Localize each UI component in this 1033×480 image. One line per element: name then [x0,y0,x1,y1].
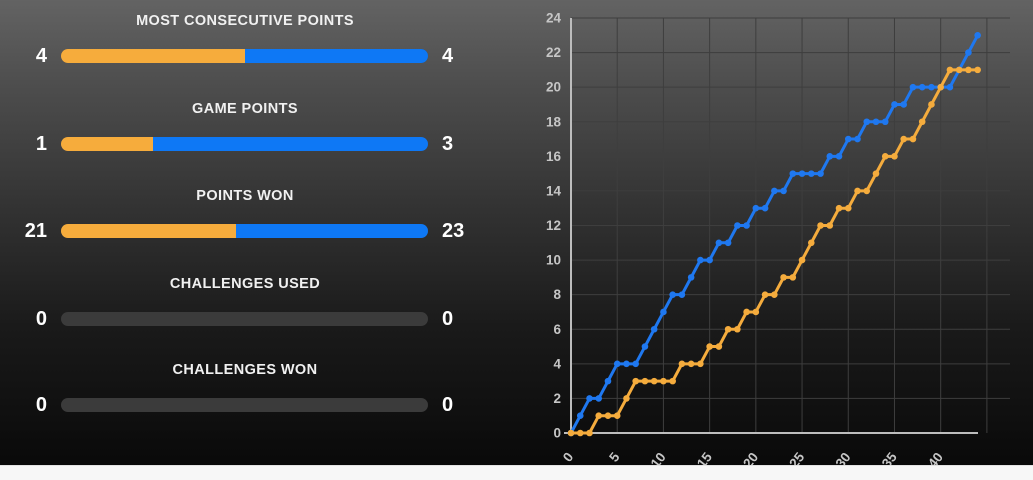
svg-text:10: 10 [546,253,561,268]
bar-fill-right [152,137,428,151]
stat-bar [61,49,428,63]
page-background-strip [0,465,1033,480]
svg-text:8: 8 [553,287,561,302]
svg-text:0: 0 [560,450,576,465]
svg-text:10: 10 [648,450,669,466]
svg-text:20: 20 [546,80,561,95]
svg-text:35: 35 [879,449,900,466]
svg-text:14: 14 [546,183,562,198]
svg-text:30: 30 [833,450,854,466]
bar-fill-right [61,312,428,326]
bar-fill-right [244,49,428,63]
stat-bar [61,137,428,151]
stat-label: CHALLENGES WON [172,362,318,378]
svg-text:16: 16 [546,149,562,164]
bar-fill-right [61,398,428,412]
stats-panel: MOST CONSECUTIVE POINTS 4 4 GAME POINTS … [0,0,516,466]
svg-text:6: 6 [553,322,561,337]
stat-row: 0 0 [0,395,516,415]
svg-text:5: 5 [606,449,623,465]
bar-fill-right [236,224,428,238]
svg-text:25: 25 [786,449,807,466]
bar-fill-left [61,137,153,151]
stat-block-points-won: POINTS WON 21 23 [0,188,516,241]
bar-fill-left [61,49,245,63]
svg-text:22: 22 [546,45,561,60]
stat-bar [61,312,428,326]
stat-right-value: 4 [442,45,454,67]
svg-text:4: 4 [553,356,561,371]
stat-block-game-points: GAME POINTS 1 3 [0,101,516,154]
stat-label: POINTS WON [196,188,294,204]
stat-bar [61,224,428,238]
svg-text:40: 40 [925,450,946,466]
svg-text:0: 0 [553,426,561,441]
stat-block-challenges-won: CHALLENGES WON 0 0 [0,362,516,415]
stat-label: GAME POINTS [192,101,298,117]
svg-text:24: 24 [546,11,562,26]
stat-right-value: 0 [442,394,454,416]
stat-label: CHALLENGES USED [169,276,321,292]
svg-text:20: 20 [740,450,761,466]
svg-text:2: 2 [553,391,561,406]
stat-right-value: 23 [442,220,465,242]
stat-right-value: 0 [442,308,454,330]
stat-left-value: 0 [35,394,47,416]
stat-row: 21 23 [0,221,516,241]
stat-bar [61,398,428,412]
stat-right-value: 3 [442,133,454,155]
stat-left-value: 21 [24,220,47,242]
score-progression-chart: 0 2 4 6 8 10 12 14 16 18 20 22 24 0 5 10 15 20 25 30 35 40 [516,0,1033,471]
stat-left-value: 1 [35,133,47,155]
stat-row: 0 0 [0,309,516,329]
svg-text:12: 12 [546,218,561,233]
bar-fill-left [61,224,237,238]
stat-row: 4 4 [0,46,516,66]
stat-block-most-consecutive-points: MOST CONSECUTIVE POINTS 4 4 [0,13,516,66]
stat-left-value: 0 [35,308,47,330]
stat-left-value: 4 [35,45,47,67]
stat-label: MOST CONSECUTIVE POINTS [136,13,354,29]
svg-text:18: 18 [546,114,562,129]
stat-row: 1 3 [0,134,516,154]
svg-text:15: 15 [694,449,715,466]
stat-block-challenges-used: CHALLENGES USED 0 0 [0,276,516,329]
